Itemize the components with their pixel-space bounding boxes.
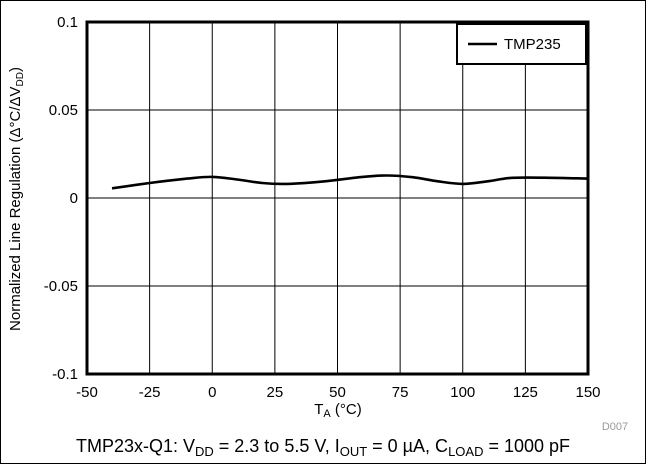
- caption-text: = 2.3 to 5.5 V, I: [214, 436, 340, 456]
- grid-lines: [87, 22, 588, 374]
- series-line-tmp235: [111, 174, 589, 190]
- legend-label-tmp235: TMP235: [504, 36, 561, 53]
- caption-text: = 0 µA, C: [367, 436, 448, 456]
- y-axis-label-subscript: DD: [15, 72, 26, 86]
- x-tick-label: 125: [513, 384, 538, 401]
- x-tick-label: 150: [575, 384, 600, 401]
- caption-subscript: DD: [195, 444, 214, 459]
- x-tick-label: 50: [329, 384, 346, 401]
- plot-area: [85, 20, 590, 376]
- figure-id: D007: [602, 421, 628, 433]
- y-axis-label: Normalized Line Regulation (Δ°C/ΔVDD): [7, 67, 26, 331]
- y-tick-label: 0.1: [57, 14, 78, 31]
- x-axis-label: TA (°C): [314, 401, 362, 420]
- x-tick-label: 25: [267, 384, 284, 401]
- x-axis-label-main: T: [314, 401, 323, 418]
- caption-text: TMP23x-Q1: V: [76, 436, 195, 456]
- caption-subscript: LOAD: [448, 444, 483, 459]
- x-tick-label: -50: [76, 384, 98, 401]
- caption-text: = 1000 pF: [483, 436, 570, 456]
- y-tick-labels: 0.1 0.05 0 -0.05 -0.1: [44, 14, 78, 383]
- y-tick-label: 0: [70, 190, 78, 207]
- y-axis-label-close: ): [7, 67, 24, 72]
- series-layer: [111, 174, 589, 190]
- figure-caption: TMP23x-Q1: VDD = 2.3 to 5.5 V, IOUT = 0 …: [76, 436, 570, 459]
- x-axis-label-unit: (°C): [331, 401, 362, 418]
- x-axis-label-subscript: A: [323, 408, 331, 420]
- caption-subscript: OUT: [340, 444, 368, 459]
- x-tick-label: 0: [208, 384, 216, 401]
- x-tick-labels: -50 -25 0 25 50 75 100 125 150: [76, 384, 600, 401]
- y-tick-label: 0.05: [49, 102, 78, 119]
- x-tick-label: -25: [139, 384, 161, 401]
- legend: TMP235: [456, 23, 587, 65]
- x-tick-label: 75: [392, 384, 409, 401]
- y-tick-label: -0.1: [52, 366, 78, 383]
- y-axis-label-main: Normalized Line Regulation (Δ°C/ΔV: [7, 86, 24, 330]
- x-tick-label: 100: [450, 384, 475, 401]
- y-tick-label: -0.05: [44, 278, 78, 295]
